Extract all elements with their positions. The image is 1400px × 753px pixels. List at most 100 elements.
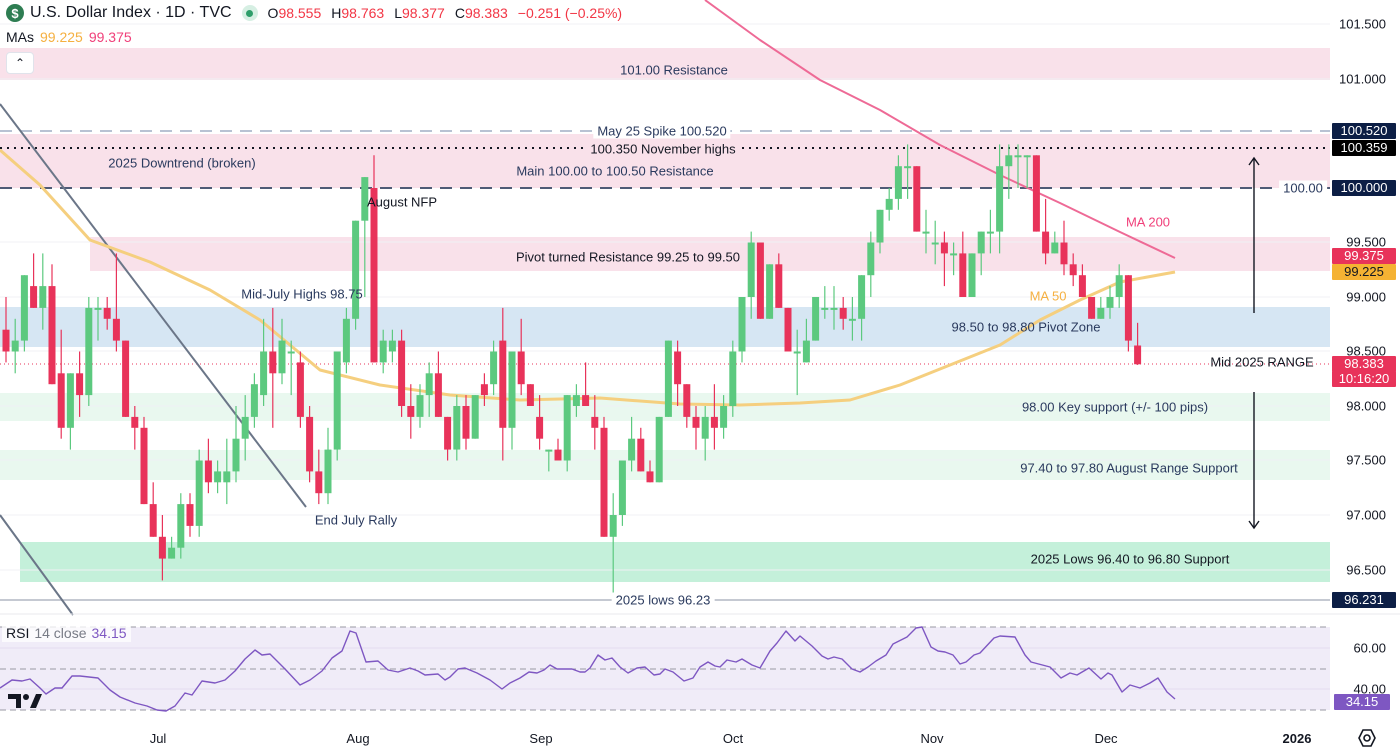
candle[interactable]	[793, 329, 801, 396]
candle[interactable]	[1078, 264, 1086, 297]
candle[interactable]	[1097, 297, 1105, 319]
candle[interactable]	[839, 297, 847, 330]
candle[interactable]	[710, 384, 718, 450]
price-tag[interactable]: 10:16:20	[1332, 371, 1396, 387]
annotation-mid-july-highs[interactable]: Mid-July Highs 98.75	[241, 286, 363, 302]
candle[interactable]	[370, 155, 378, 363]
candle[interactable]	[1032, 155, 1040, 232]
candle[interactable]	[784, 307, 792, 352]
candle[interactable]	[85, 297, 93, 406]
candle[interactable]	[867, 231, 875, 297]
candle[interactable]	[177, 493, 185, 559]
annotation-main-resistance[interactable]: Main 100.00 to 100.50 Resistance	[516, 163, 714, 179]
downside-arrow[interactable]	[1248, 392, 1260, 530]
candle[interactable]	[894, 155, 902, 210]
annotation-2025-lows[interactable]: 2025 lows 96.23	[611, 592, 715, 608]
candle[interactable]	[425, 362, 433, 417]
candle[interactable]	[582, 362, 590, 406]
candle[interactable]	[545, 449, 553, 472]
candle[interactable]	[600, 416, 608, 537]
price-tag[interactable]: 99.375	[1332, 248, 1396, 264]
candle[interactable]	[904, 144, 912, 199]
candle[interactable]	[554, 438, 562, 461]
candle[interactable]	[609, 493, 617, 603]
candle[interactable]	[940, 231, 948, 287]
candle[interactable]	[738, 297, 746, 363]
candle[interactable]	[756, 242, 764, 319]
annotation-mid-range[interactable]: Mid 2025 RANGE	[1210, 354, 1314, 370]
candle[interactable]	[76, 351, 84, 417]
candle[interactable]	[526, 384, 534, 406]
candlestick-series[interactable]	[2, 144, 1142, 603]
candle[interactable]	[517, 318, 525, 396]
candle[interactable]	[122, 340, 130, 417]
candle[interactable]	[977, 231, 985, 276]
candle[interactable]	[637, 427, 645, 472]
rsi-line[interactable]	[0, 626, 1176, 712]
candle[interactable]	[462, 395, 470, 450]
candle[interactable]	[701, 406, 709, 461]
candle[interactable]	[39, 253, 47, 330]
annotation-august-support[interactable]: 97.40 to 97.80 August Range Support	[1020, 460, 1238, 476]
candle[interactable]	[1014, 144, 1022, 188]
upside-arrow[interactable]	[1248, 156, 1260, 313]
candle[interactable]	[186, 493, 194, 537]
candle[interactable]	[931, 220, 939, 265]
candle[interactable]	[812, 297, 820, 341]
annotation-101-resistance[interactable]: 101.00 Resistance	[620, 62, 728, 78]
candle[interactable]	[1042, 198, 1050, 265]
annotation-lows-support[interactable]: 2025 Lows 96.40 to 96.80 Support	[1030, 551, 1230, 567]
candle[interactable]	[260, 318, 268, 406]
candle[interactable]	[333, 351, 341, 461]
candle[interactable]	[848, 297, 856, 341]
candle[interactable]	[775, 253, 783, 308]
candle[interactable]	[158, 515, 166, 581]
candle[interactable]	[379, 329, 387, 374]
settings-icon[interactable]	[1357, 728, 1377, 753]
candle[interactable]	[655, 416, 663, 483]
annotation-may-spike[interactable]: May 25 Spike 100.520	[593, 123, 731, 139]
annotation-ma50[interactable]: MA 50	[1029, 288, 1067, 304]
price-tag[interactable]: 96.231	[1332, 592, 1396, 608]
candle[interactable]	[499, 307, 507, 461]
candle[interactable]	[858, 275, 866, 341]
candle[interactable]	[729, 340, 737, 417]
candle[interactable]	[766, 264, 774, 319]
price-tag[interactable]: 100.520	[1332, 123, 1396, 139]
candle[interactable]	[674, 340, 682, 406]
annotation-key-support[interactable]: 98.00 Key support (+/- 100 pips)	[1021, 399, 1209, 415]
candle[interactable]	[572, 384, 580, 417]
candle[interactable]	[168, 536, 176, 559]
candle[interactable]	[416, 384, 424, 428]
tradingview-logo-icon[interactable]	[8, 692, 42, 715]
candle[interactable]	[407, 384, 415, 439]
candle[interactable]	[20, 275, 28, 352]
ma-legend[interactable]: MAs 99.225 99.375	[6, 29, 132, 45]
candle[interactable]	[1051, 231, 1059, 254]
candle[interactable]	[315, 449, 323, 505]
candle[interactable]	[1106, 286, 1114, 319]
candle[interactable]	[352, 220, 360, 330]
candle[interactable]	[278, 318, 286, 385]
candle[interactable]	[214, 460, 222, 494]
candle[interactable]	[959, 231, 967, 297]
candle[interactable]	[968, 253, 976, 297]
candle[interactable]	[30, 253, 38, 308]
candle[interactable]	[1069, 253, 1077, 287]
candle[interactable]	[471, 395, 479, 439]
candle[interactable]	[48, 264, 56, 385]
symbol-title[interactable]: U.S. Dollar Index · 1D · TVC	[30, 4, 232, 21]
candle[interactable]	[287, 340, 295, 396]
candle[interactable]	[1115, 264, 1123, 308]
annotation-pivot-zone[interactable]: 98.50 to 98.80 Pivot Zone	[951, 319, 1101, 335]
candle[interactable]	[628, 416, 636, 472]
candle[interactable]	[563, 395, 571, 472]
candle[interactable]	[480, 373, 488, 406]
candle[interactable]	[434, 351, 442, 417]
candle[interactable]	[618, 460, 626, 526]
candle[interactable]	[821, 286, 829, 319]
candle[interactable]	[646, 460, 654, 483]
candle[interactable]	[802, 318, 810, 363]
candle[interactable]	[664, 340, 672, 417]
